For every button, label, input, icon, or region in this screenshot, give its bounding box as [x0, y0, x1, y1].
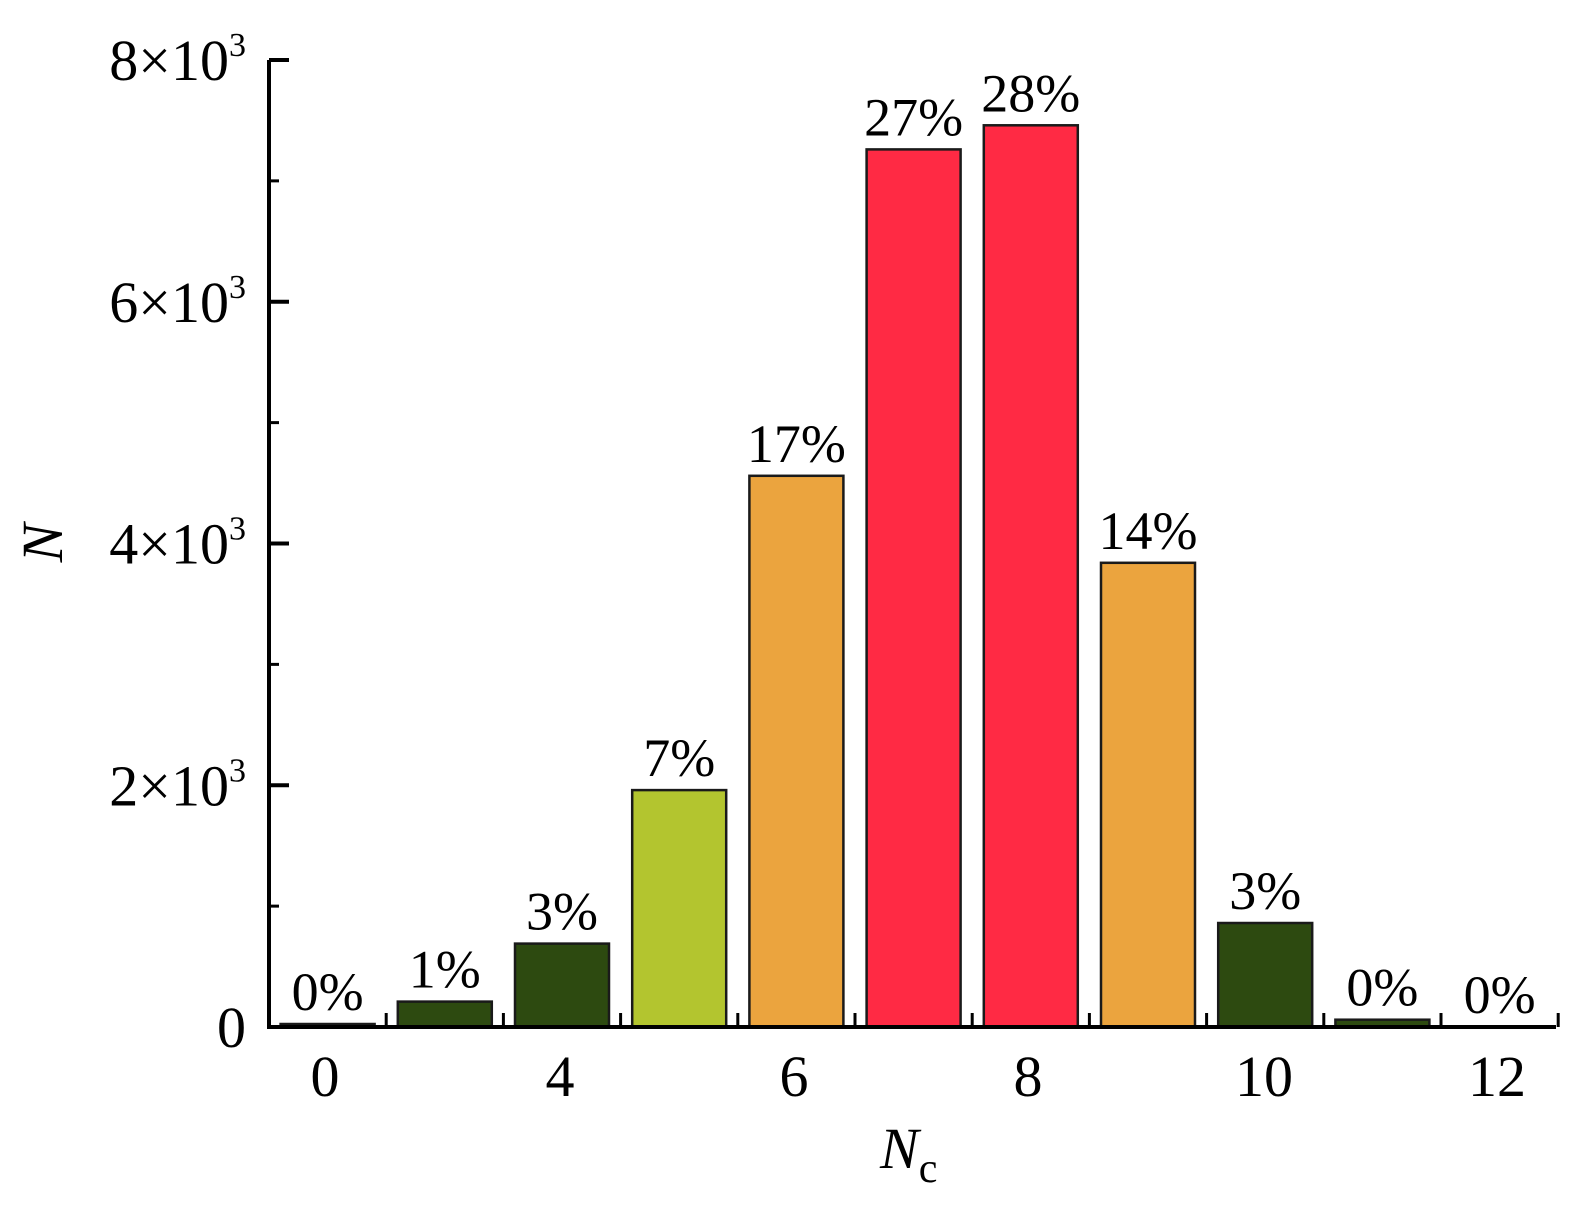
y-tick-label: 2×103 [109, 752, 246, 818]
bar-5 [865, 148, 962, 1029]
y-tick-label: 4×103 [109, 511, 246, 577]
x-axis-title: Nc [879, 1116, 937, 1192]
data-label-10: 0% [1464, 965, 1536, 1025]
data-labels-group: 0% 1% 3% 7% 17% 27% 28% 14% 3% 0% 0% [292, 63, 1536, 1025]
y-ticks-group: 0 2×103 4×103 6×103 8×103 [109, 27, 289, 1060]
x-tick-label: 6 [780, 1044, 809, 1109]
bar-2 [513, 942, 611, 1029]
y-tick-label: 0 [217, 995, 246, 1060]
data-label-0: 0% [292, 962, 364, 1022]
x-ticks-group: 0 4 6 8 10 12 [311, 1013, 1560, 1109]
data-label-3: 7% [643, 728, 715, 788]
y-tick-label: 6×103 [109, 269, 246, 335]
x-tick-label: 10 [1235, 1044, 1293, 1109]
data-label-4: 17% [747, 414, 846, 474]
bar-8 [1216, 921, 1314, 1029]
data-label-8: 3% [1229, 861, 1301, 921]
data-label-6: 28% [981, 63, 1080, 123]
x-tick-label: 0 [311, 1044, 340, 1109]
x-tick-label: 4 [546, 1044, 575, 1109]
data-label-1: 1% [409, 940, 481, 1000]
data-label-2: 3% [526, 882, 598, 942]
bar-6 [982, 124, 1080, 1029]
bar-4 [748, 474, 845, 1029]
x-tick-label: 12 [1468, 1044, 1526, 1109]
x-tick-label: 8 [1014, 1044, 1043, 1109]
data-label-7: 14% [1099, 501, 1198, 561]
data-label-5: 27% [864, 87, 963, 147]
bar-3 [630, 788, 728, 1029]
bars-group [279, 124, 1431, 1029]
data-label-9: 0% [1346, 958, 1418, 1018]
y-tick-label: 8×103 [109, 27, 246, 93]
x-axis-title-subscript: c [919, 1146, 938, 1192]
bar-1 [396, 1000, 494, 1029]
x-axis-title-main: N [879, 1116, 922, 1181]
bar-7 [1099, 561, 1197, 1029]
y-axis-title: N [10, 520, 75, 563]
